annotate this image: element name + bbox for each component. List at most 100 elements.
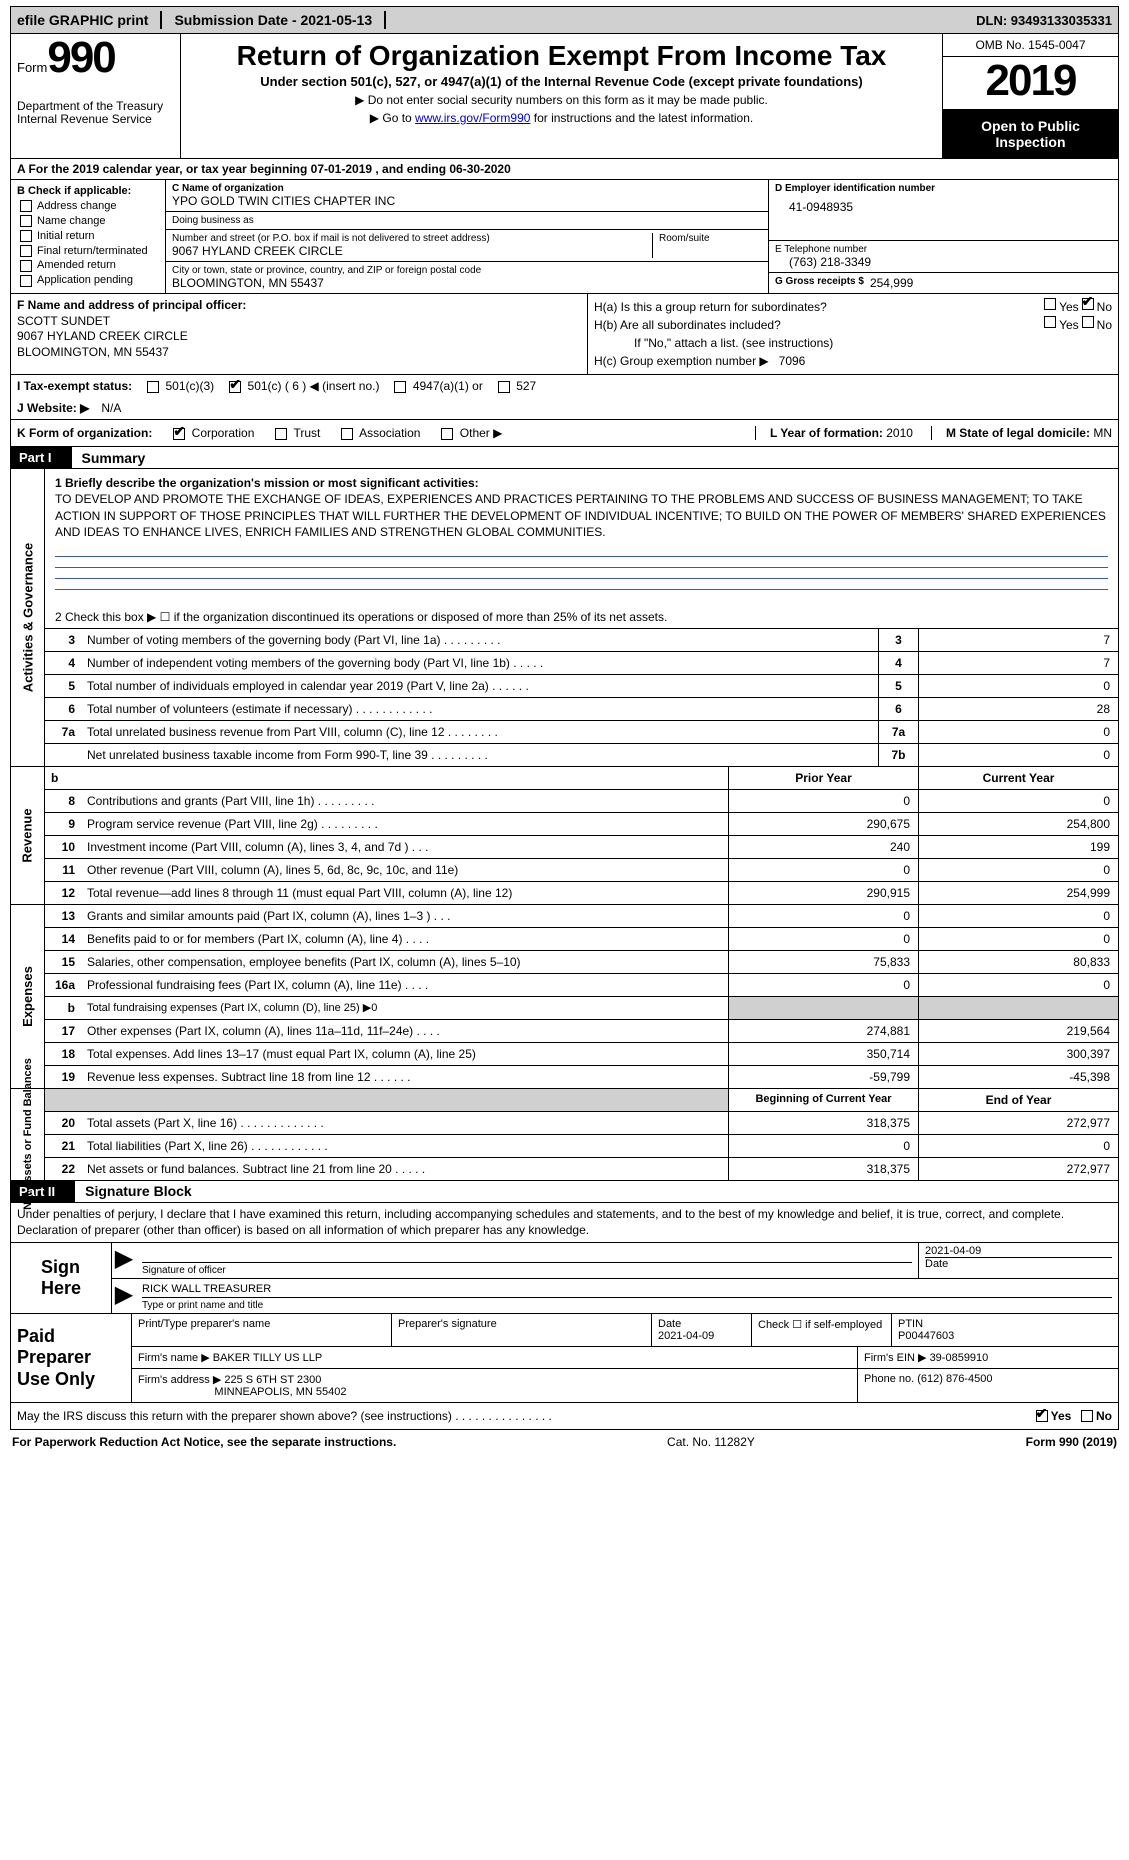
row-11: 11Other revenue (Part VIII, column (A), …: [45, 858, 1118, 881]
footer: For Paperwork Reduction Act Notice, see …: [10, 1430, 1119, 1451]
row-fh: F Name and address of principal officer:…: [10, 294, 1119, 375]
row-16a: 16aProfessional fundraising fees (Part I…: [45, 973, 1118, 996]
mission-text: TO DEVELOP AND PROMOTE THE EXCHANGE OF I…: [55, 491, 1108, 540]
c-name-cell: C Name of organization YPO GOLD TWIN CIT…: [166, 180, 768, 212]
form-number: 990: [47, 33, 114, 82]
row-13: 13Grants and similar amounts paid (Part …: [45, 905, 1118, 927]
hb-lbl: H(b) Are all subordinates included?: [594, 316, 1041, 334]
k-assoc[interactable]: [341, 428, 353, 440]
officer-city: BLOOMINGTON, MN 55437: [17, 345, 581, 361]
gross-lbl: G Gross receipts $: [775, 276, 864, 290]
form-header: Form990 Department of the TreasuryIntern…: [10, 34, 1119, 159]
omb-number: OMB No. 1545-0047: [943, 34, 1118, 57]
i-lbl: I Tax-exempt status:: [17, 379, 132, 393]
form-title: Return of Organization Exempt From Incom…: [189, 40, 934, 72]
firm-phone: (612) 876-4500: [917, 1373, 992, 1385]
hb-no[interactable]: [1082, 316, 1094, 328]
row-9: 9Program service revenue (Part VIII, lin…: [45, 812, 1118, 835]
netassets-block: Net Assets or Fund Balances Beginning of…: [10, 1089, 1119, 1181]
side-governance: Activities & Governance: [11, 469, 45, 766]
street-lbl: Number and street (or P.O. box if mail i…: [172, 233, 652, 244]
signer-name-lbl: Type or print name and title: [142, 1297, 1112, 1311]
i-501c3[interactable]: [147, 381, 159, 393]
part2-header: Part II Signature Block: [10, 1181, 1119, 1203]
k-trust[interactable]: [275, 428, 287, 440]
row-i: I Tax-exempt status: 501(c)(3) 501(c) ( …: [10, 375, 1119, 397]
mission: 1 Briefly describe the organization's mi…: [45, 469, 1118, 546]
discuss-text: May the IRS discuss this return with the…: [17, 1409, 1033, 1423]
phone-lbl: E Telephone number: [775, 244, 1112, 255]
signer-name: RICK WALL TREASURER: [142, 1281, 1112, 1297]
org-name: YPO GOLD TWIN CITIES CHAPTER INC: [172, 194, 762, 208]
city-lbl: City or town, state or province, country…: [172, 265, 762, 276]
row-21: 21Total liabilities (Part X, line 26) . …: [45, 1134, 1118, 1157]
street: 9067 HYLAND CREEK CIRCLE: [172, 244, 652, 258]
k-corp[interactable]: [173, 428, 185, 440]
hc-val: 7096: [779, 354, 806, 368]
row-7a: 7aTotal unrelated business revenue from …: [45, 720, 1118, 743]
sig-date-lbl: Date: [925, 1257, 1112, 1270]
ha-yes[interactable]: [1044, 298, 1056, 310]
note2-post: for instructions and the latest informat…: [530, 111, 753, 125]
i-4947[interactable]: [394, 381, 406, 393]
row-6: 6Total number of volunteers (estimate if…: [45, 697, 1118, 720]
sig-row-1: ▶ Signature of officer 2021-04-09 Date: [112, 1243, 1118, 1279]
arrow-icon: ▶: [112, 1279, 136, 1313]
row-2: 2 Check this box ▶ ☐ if the organization…: [45, 606, 1118, 628]
footer-left: For Paperwork Reduction Act Notice, see …: [12, 1435, 396, 1449]
j-lbl: J Website: ▶: [17, 401, 89, 415]
ein-val: 41-0948935: [775, 194, 1112, 214]
i-501c[interactable]: [229, 381, 241, 393]
firm-name: BAKER TILLY US LLP: [213, 1352, 322, 1364]
prep-row-3: Firm's address ▶ 225 S 6TH ST 2300 MINNE…: [132, 1369, 1118, 1402]
chk-address[interactable]: Address change: [17, 199, 159, 214]
discuss-no[interactable]: [1081, 1410, 1093, 1422]
form-990-page: efile GRAPHIC print Submission Date - 20…: [0, 0, 1129, 1461]
row-k: K Form of organization: Corporation Trus…: [10, 420, 1119, 447]
hb-yes[interactable]: [1044, 316, 1056, 328]
e-phone: E Telephone number (763) 218-3349: [769, 241, 1118, 273]
row-18: 18Total expenses. Add lines 13–17 (must …: [45, 1042, 1118, 1065]
discuss-yes[interactable]: [1036, 1410, 1048, 1422]
divider: [384, 11, 386, 29]
part2-title: Signature Block: [75, 1183, 192, 1199]
declaration: Under penalties of perjury, I declare th…: [10, 1203, 1119, 1243]
sig-date-val: 2021-04-09: [925, 1245, 1112, 1257]
i-527[interactable]: [498, 381, 510, 393]
dln: DLN: 93493133035331: [976, 13, 1112, 28]
mission-lbl: 1 Briefly describe the organization's mi…: [55, 475, 1108, 491]
row-20: 20Total assets (Part X, line 16) . . . .…: [45, 1111, 1118, 1134]
c-name-lbl: C Name of organization: [172, 183, 762, 194]
row-j: J Website: ▶ N/A: [10, 397, 1119, 420]
col-mid: C Name of organization YPO GOLD TWIN CIT…: [166, 180, 768, 293]
irs-link[interactable]: www.irs.gov/Form990: [415, 111, 530, 125]
col-b: B Check if applicable: Address change Na…: [11, 180, 166, 293]
footer-mid: Cat. No. 11282Y: [667, 1435, 755, 1449]
ha-no[interactable]: [1082, 298, 1094, 310]
k-other[interactable]: [441, 428, 453, 440]
note-ssn: ▶ Do not enter social security numbers o…: [189, 93, 934, 107]
l-val: 2010: [886, 426, 913, 440]
prep-row-2: Firm's name ▶ BAKER TILLY US LLP Firm's …: [132, 1347, 1118, 1369]
divider: [160, 11, 162, 29]
l-lbl: L Year of formation:: [770, 426, 883, 440]
self-emp: Check ☐ if self-employed: [752, 1314, 892, 1346]
website-val: N/A: [101, 401, 121, 415]
chk-final[interactable]: Final return/terminated: [17, 244, 159, 259]
c-dba-cell: Doing business as: [166, 212, 768, 230]
chk-amended[interactable]: Amended return: [17, 258, 159, 273]
city: BLOOMINGTON, MN 55437: [172, 276, 762, 290]
firm-addr2: MINNEAPOLIS, MN 55402: [214, 1386, 346, 1398]
chk-name[interactable]: Name change: [17, 214, 159, 229]
f-lbl: F Name and address of principal officer:: [17, 298, 581, 314]
k-lbl: K Form of organization:: [17, 426, 152, 440]
dba-lbl: Doing business as: [172, 215, 762, 226]
preparer-block: PaidPreparerUse Only Print/Type preparer…: [10, 1314, 1119, 1403]
chk-pending[interactable]: Application pending: [17, 273, 159, 288]
info-grid: B Check if applicable: Address change Na…: [10, 180, 1119, 294]
topbar: efile GRAPHIC print Submission Date - 20…: [10, 6, 1119, 34]
chk-initial[interactable]: Initial return: [17, 229, 159, 244]
officer-name: SCOTT SUNDET: [17, 314, 581, 330]
row-16b: bTotal fundraising expenses (Part IX, co…: [45, 996, 1118, 1019]
firm-ein: 39-0859910: [930, 1352, 989, 1364]
